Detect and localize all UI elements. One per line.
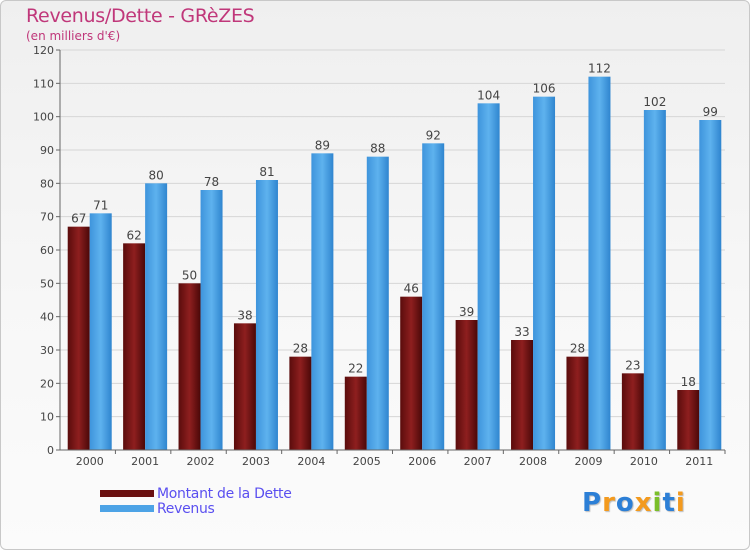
- y-tick-label: 40: [40, 311, 54, 324]
- y-tick-label: 50: [40, 277, 54, 290]
- y-tick-label: 110: [33, 77, 54, 90]
- x-tick-label: 2004: [297, 455, 325, 468]
- bar-dette: [123, 243, 146, 450]
- data-label: 28: [293, 342, 308, 356]
- data-label: 104: [477, 88, 500, 102]
- bar-revenus: [533, 96, 556, 451]
- bar-revenus: [422, 143, 445, 451]
- data-label: 81: [259, 165, 274, 179]
- bar-dette: [178, 283, 201, 450]
- data-label: 23: [625, 358, 640, 372]
- y-tick-label: 30: [40, 344, 54, 357]
- legend-label-revenus: Revenus: [157, 500, 215, 517]
- grid: [60, 49, 725, 418]
- y-tick-label: 0: [47, 444, 54, 457]
- x-tick-label: 2000: [76, 455, 104, 468]
- logo-letter: i: [675, 488, 686, 518]
- logo-letter: r: [602, 488, 616, 518]
- x-tick-label: 2008: [519, 455, 547, 468]
- logo-letter: i: [652, 488, 663, 518]
- bar-dette: [400, 296, 423, 450]
- data-label: 80: [148, 168, 163, 182]
- bar-dette: [289, 356, 312, 450]
- bar-dette: [566, 356, 589, 450]
- bar-revenus: [89, 213, 112, 450]
- bar-revenus: [477, 103, 500, 450]
- x-tick-label: 2003: [242, 455, 270, 468]
- x-tick-label: 2001: [131, 455, 159, 468]
- bar-dette: [233, 323, 256, 450]
- data-label: 39: [459, 305, 474, 319]
- logo-letter: o: [615, 488, 635, 518]
- data-label: 112: [588, 62, 611, 76]
- data-label: 78: [204, 175, 219, 189]
- y-tick-label: 90: [40, 144, 54, 157]
- bar-revenus: [699, 120, 722, 450]
- bar-dette: [67, 226, 90, 450]
- bar-dette: [344, 376, 367, 450]
- axes: 0 10 20 30 40 50 60 70 80 90 100 110 120 2000 2001 2002…: [33, 44, 726, 468]
- legend-item-debt: Montant de la Dette: [100, 485, 292, 502]
- data-label: 92: [426, 128, 441, 142]
- data-label: 22: [348, 362, 363, 376]
- bar-revenus: [200, 190, 223, 450]
- legend-swatch-debt: [100, 490, 154, 497]
- bar-dette: [621, 373, 644, 450]
- data-label: 89: [315, 138, 330, 152]
- bar-revenus: [145, 183, 168, 451]
- data-label: 106: [533, 82, 556, 96]
- x-tick-label: 2007: [464, 455, 492, 468]
- bar-revenus: [255, 180, 278, 450]
- data-label: 102: [643, 95, 666, 109]
- y-tick-label: 70: [40, 211, 54, 224]
- data-label: 50: [182, 268, 197, 282]
- data-label: 18: [681, 375, 696, 389]
- x-tick-label: 2011: [685, 455, 713, 468]
- data-label: 62: [126, 228, 141, 242]
- y-tick-label: 80: [40, 177, 54, 190]
- logo-letter: P: [582, 488, 603, 518]
- x-tick-label: 2002: [187, 455, 215, 468]
- x-tick-label: 2006: [408, 455, 436, 468]
- bars: [67, 76, 722, 451]
- y-tick-label: 120: [33, 44, 54, 57]
- bar-dette: [455, 320, 478, 450]
- proxiti-logo: Proxiti: [582, 488, 686, 518]
- legend-label-debt: Montant de la Dette: [157, 485, 292, 502]
- y-tick-label: 100: [33, 111, 54, 124]
- x-tick-label: 2010: [630, 455, 658, 468]
- labels: 67 71 62 80 50 78 38 81 28 89 22 88 46 92 39 104 33 106 28…: [71, 62, 718, 389]
- logo-letter: t: [662, 488, 676, 518]
- data-label: 99: [703, 105, 718, 119]
- legend-swatch-revenus: [100, 505, 154, 512]
- y-tick-label: 10: [40, 411, 54, 424]
- data-label: 71: [93, 198, 108, 212]
- bar-revenus: [366, 156, 389, 450]
- y-tick-label: 60: [40, 244, 54, 257]
- data-label: 67: [71, 212, 86, 226]
- data-label: 28: [570, 342, 585, 356]
- data-label: 88: [370, 142, 385, 156]
- data-label: 46: [404, 282, 419, 296]
- chart-subtitle: (en milliers d'€): [26, 29, 121, 43]
- bar-revenus: [643, 110, 666, 450]
- data-label: 33: [514, 325, 529, 339]
- x-tick-label: 2009: [574, 455, 602, 468]
- bar-dette: [677, 390, 700, 450]
- data-label: 38: [237, 308, 252, 322]
- x-tick-label: 2005: [353, 455, 381, 468]
- bar-revenus: [311, 153, 334, 451]
- legend: Montant de la Dette Revenus: [100, 485, 292, 517]
- logo-letter: x: [634, 488, 653, 518]
- bar-revenus: [588, 76, 611, 451]
- chart-title: Revenus/Dette - GRèZES: [26, 5, 255, 27]
- y-tick-label: 20: [40, 377, 54, 390]
- legend-item-revenus: Revenus: [100, 500, 292, 517]
- bar-dette: [511, 340, 534, 450]
